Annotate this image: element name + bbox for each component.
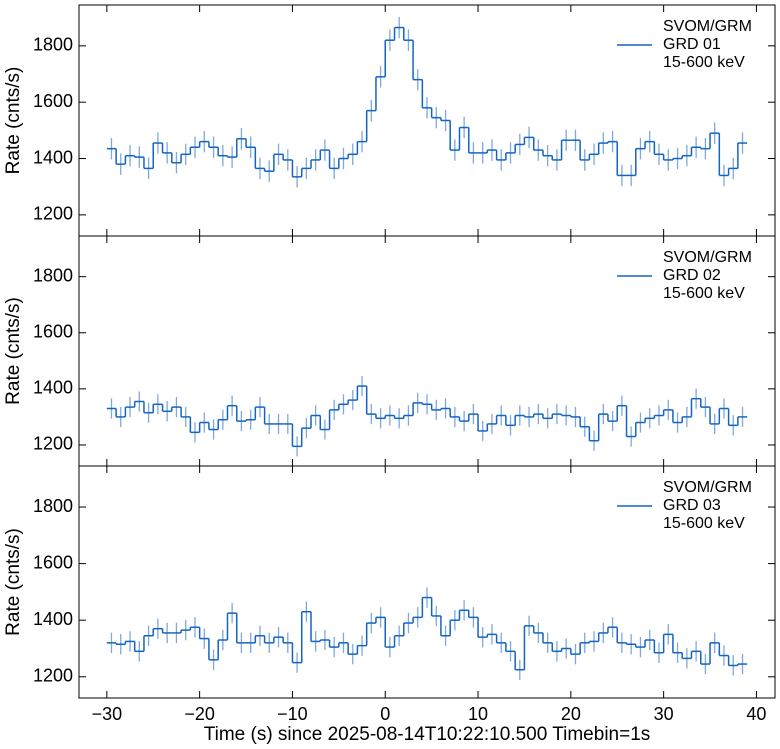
panel: 1200 1400 1600 1800 Rate (cnts/s) SVOM/GRMGRD… [3, 235, 776, 467]
y-tick-label: 1200 [33, 204, 73, 224]
x-tick-label: 10 [468, 704, 488, 724]
y-tick-label: 1400 [33, 609, 73, 629]
legend-label: GRD 03 [663, 497, 721, 514]
plot-frame [78, 465, 776, 699]
legend-label: GRD 01 [663, 36, 721, 53]
y-tick-label: 1800 [33, 35, 73, 55]
y-tick-label: 1200 [33, 666, 73, 686]
y-tick-label: 1800 [33, 265, 73, 285]
x-tick-label: 0 [380, 704, 390, 724]
y-tick-label: 1600 [33, 91, 73, 111]
x-tick-label: −20 [184, 704, 215, 724]
legend-title: SVOM/GRM [663, 249, 752, 266]
y-tick-label: 1800 [33, 496, 73, 516]
step-connector [115, 597, 739, 670]
y-tick-label: 1400 [33, 147, 73, 167]
y-tick-label: 1600 [33, 552, 73, 572]
x-tick-label: −10 [277, 704, 308, 724]
legend-subtitle: 15-600 keV [663, 515, 745, 532]
panel: 1200 1400 1600 1800 Rate (cnts/s) SVOM/GRMGRD… [3, 4, 776, 237]
x-tick-label: −30 [92, 704, 123, 724]
x-tick-label: 20 [561, 704, 581, 724]
x-axis-label: Time (s) since 2025-08-14T10:22:10.500 T… [204, 724, 651, 745]
y-tick-label: 1600 [33, 322, 73, 342]
y-tick-label: 1400 [33, 378, 73, 398]
panel: 1200 1400 1600 1800 −30 −20 −10 0 10 20 30 40 Rate (… [3, 465, 776, 745]
y-axis-label: Rate (cnts/s) [3, 297, 24, 405]
x-tick-label: 30 [654, 704, 674, 724]
y-tick-label: 1200 [33, 434, 73, 454]
x-tick-label: 40 [746, 704, 766, 724]
legend-label: GRD 02 [663, 267, 721, 284]
legend-title: SVOM/GRM [663, 18, 752, 35]
y-axis-label: Rate (cnts/s) [3, 528, 24, 636]
legend-title: SVOM/GRM [663, 479, 752, 496]
y-axis-label: Rate (cnts/s) [3, 67, 24, 175]
legend-subtitle: 15-600 keV [663, 285, 745, 302]
legend-subtitle: 15-600 keV [663, 54, 745, 71]
step-connector [115, 386, 739, 447]
